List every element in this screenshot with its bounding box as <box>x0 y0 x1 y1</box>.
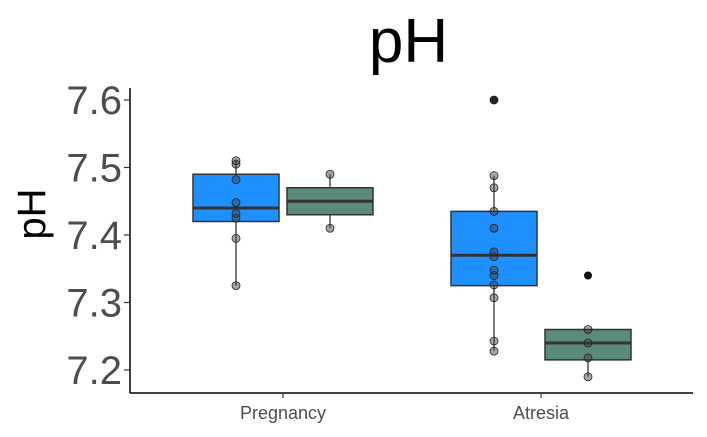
data-point <box>231 175 241 185</box>
box-atresia-1 <box>544 271 632 377</box>
axes <box>129 88 693 394</box>
box-pregnancy-1 <box>286 174 374 229</box>
data-point <box>583 325 593 334</box>
data-point <box>489 171 499 181</box>
points-layer <box>231 95 593 382</box>
y-tick-label: 7.4 <box>66 214 122 258</box>
data-point <box>231 213 241 223</box>
outlier-point <box>490 96 498 104</box>
chart-title: pH <box>368 7 449 76</box>
data-point <box>231 159 241 169</box>
data-point <box>325 223 335 233</box>
y-tick-label: 7.5 <box>66 147 122 191</box>
data-point <box>489 247 499 257</box>
y-tick-label: 7.2 <box>66 349 122 393</box>
box-atresia-0 <box>450 96 538 352</box>
data-point <box>231 208 241 218</box>
y-tick-label: 7.6 <box>66 79 122 123</box>
data-point <box>583 338 593 348</box>
box-body <box>450 210 538 287</box>
data-point <box>583 353 593 363</box>
data-point <box>489 252 499 262</box>
boxes-layer <box>192 96 632 377</box>
data-point <box>489 183 499 193</box>
data-point <box>489 293 499 303</box>
data-point <box>489 95 499 105</box>
data-point <box>489 346 499 356</box>
data-point <box>231 198 241 208</box>
outlier-point <box>584 271 592 280</box>
data-point <box>489 223 499 233</box>
x-tick-label: Pregnancy <box>240 403 326 423</box>
ticks-layer: 7.2 7.3 7.4 7.5 7.6 Pregnancy Atresia <box>66 79 570 423</box>
data-point <box>489 280 499 290</box>
data-point <box>231 156 241 166</box>
box-body <box>192 173 280 223</box>
y-tick-label: 7.3 <box>66 282 122 326</box>
data-point <box>489 336 499 346</box>
data-point <box>489 265 499 275</box>
box-body <box>544 328 632 361</box>
x-tick-label: Atresia <box>513 403 570 423</box>
data-point <box>231 281 241 291</box>
data-point <box>489 206 499 216</box>
data-point <box>583 372 593 382</box>
data-point <box>231 233 241 243</box>
data-point <box>325 169 335 179</box>
